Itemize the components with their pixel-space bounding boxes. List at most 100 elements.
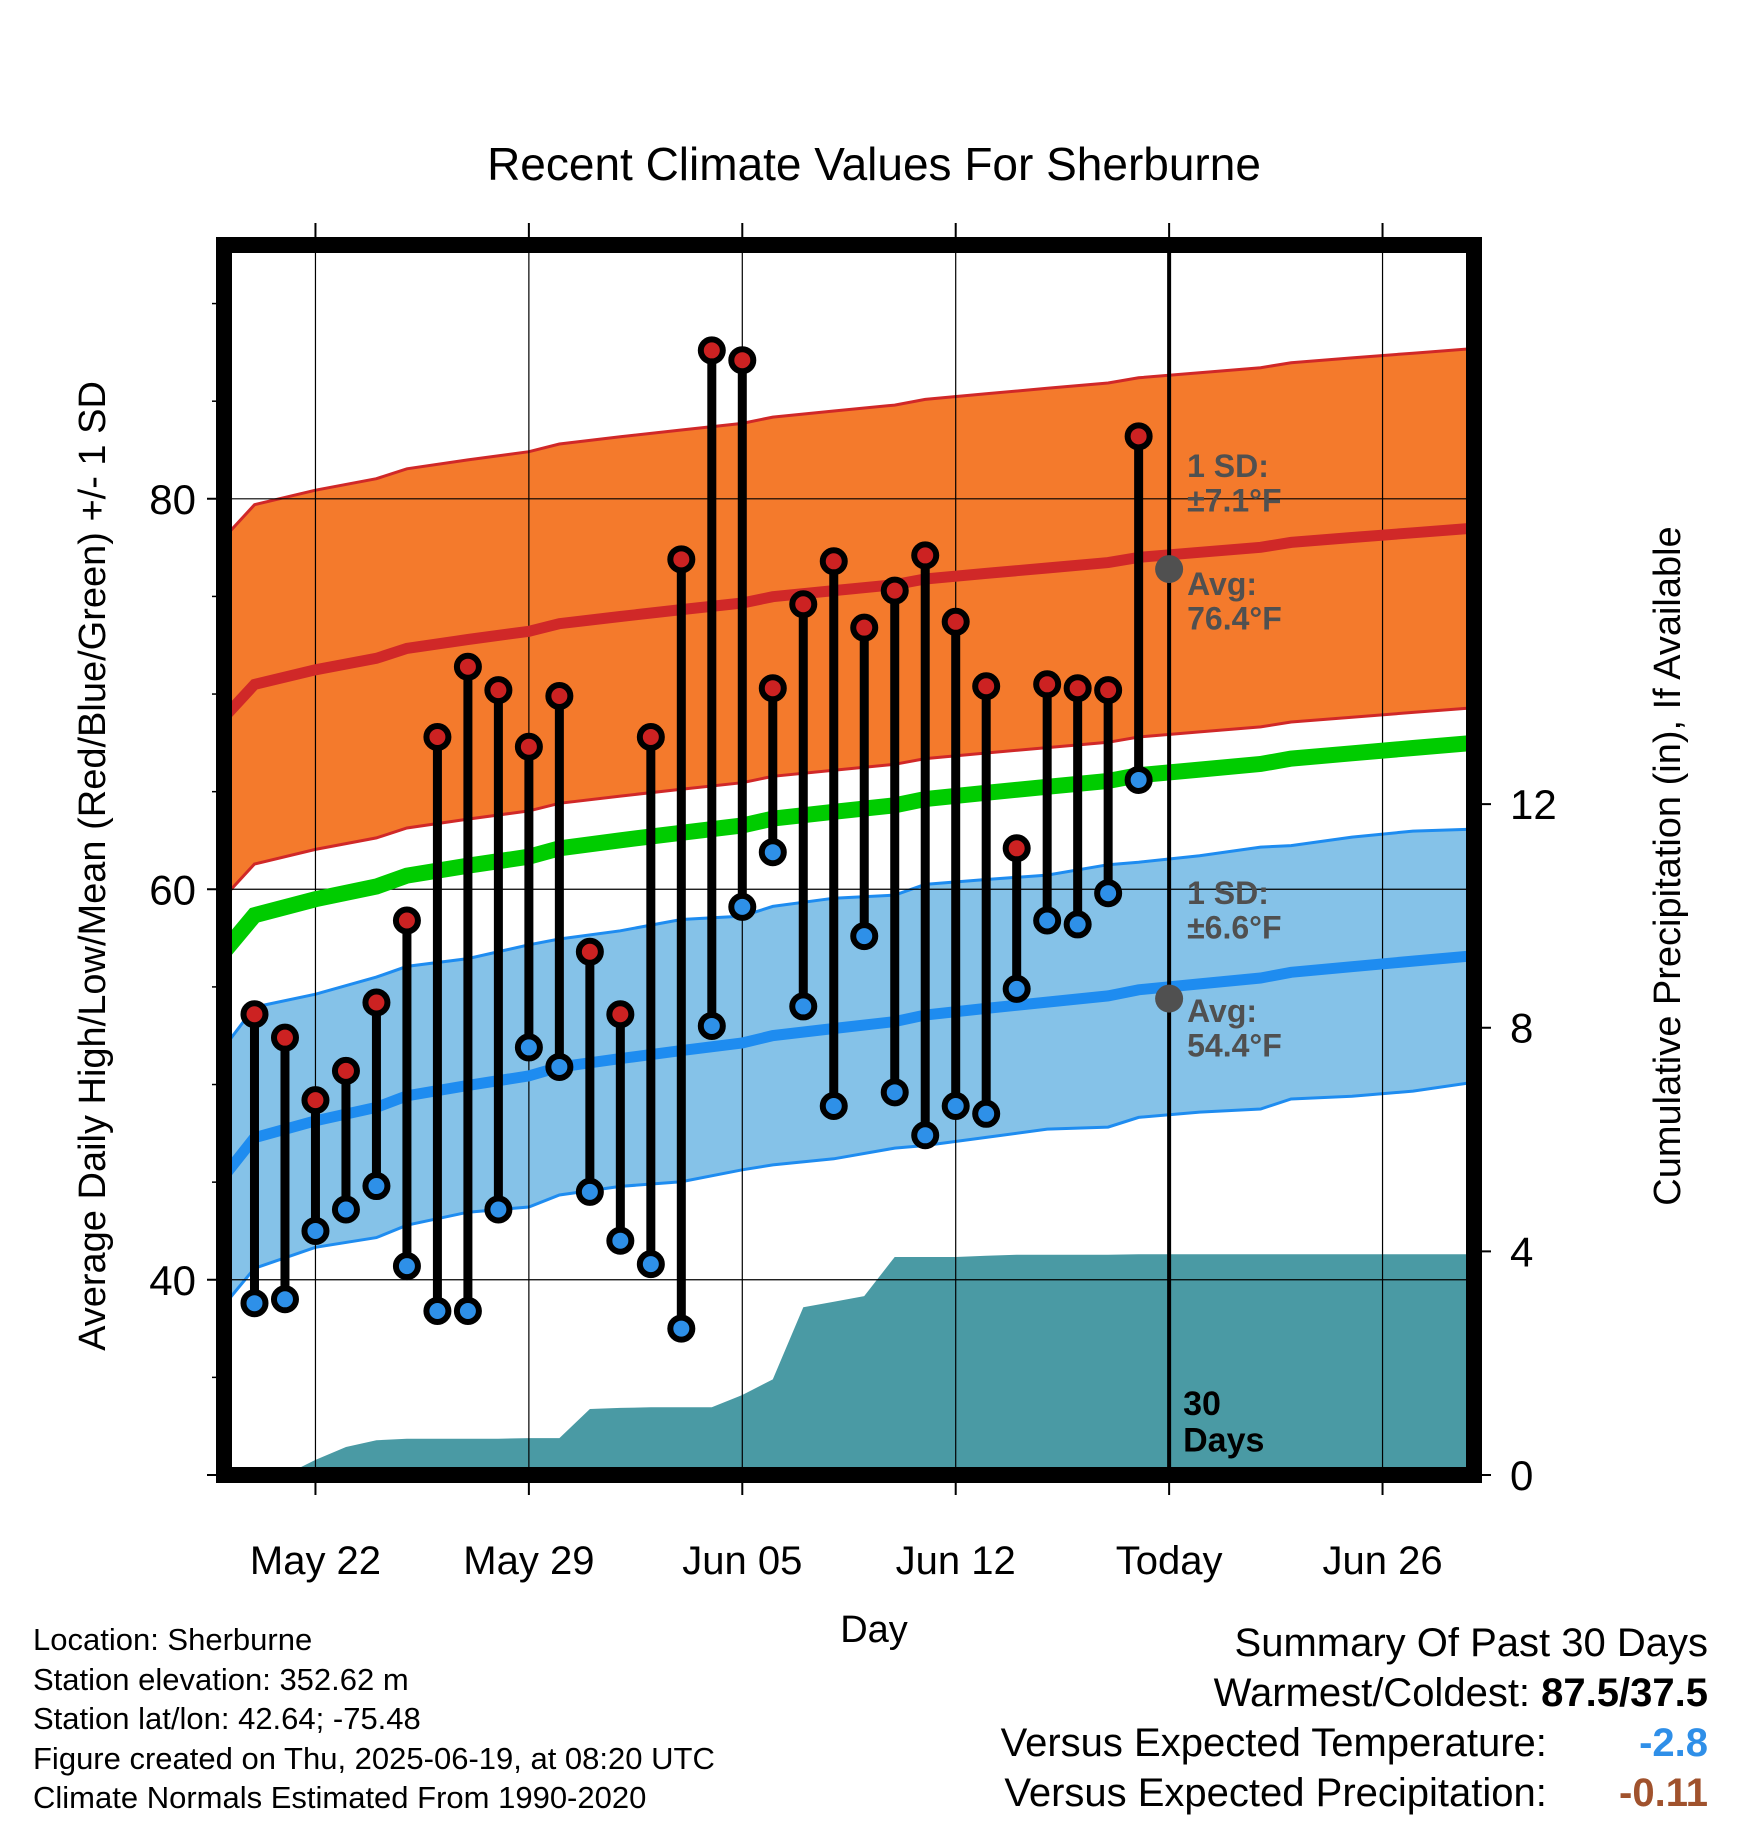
chart-title: Recent Climate Values For Sherburne <box>487 138 1261 190</box>
low-temp-point <box>575 1177 604 1206</box>
high-temp-point <box>1094 676 1123 705</box>
low-temp-point <box>1124 765 1153 794</box>
high-temp-point <box>1002 834 1031 863</box>
low-temp-point <box>850 922 879 951</box>
high-temp-point <box>545 682 574 710</box>
low-temp-point <box>819 1092 848 1120</box>
y-tick-label: 80 <box>149 476 196 523</box>
location-text: Location: Sherburne <box>33 1622 313 1657</box>
low-temp-point <box>484 1195 513 1224</box>
low-temp-point <box>758 838 787 867</box>
high-temp-point <box>880 576 909 605</box>
y2-tick-label: 8 <box>1510 1005 1533 1052</box>
high-temp-point <box>484 676 513 705</box>
low-temp-point <box>606 1226 635 1255</box>
temp-label: Versus Expected Temperature: <box>1000 1721 1547 1765</box>
high-temp-point <box>911 541 940 570</box>
high-temp-point <box>606 1000 635 1029</box>
x-axis-label: Day <box>840 1609 908 1651</box>
low-temp-point <box>331 1195 360 1224</box>
high-temp-point <box>1124 422 1153 451</box>
high-temp-point <box>331 1056 360 1085</box>
low-temp-point <box>1063 910 1092 939</box>
x-tick-label: May 29 <box>463 1539 594 1583</box>
today-high-avg-marker <box>1155 555 1184 584</box>
low-sd-annotation: 1 SD: ±6.6°F <box>1187 875 1281 946</box>
high-temp-point <box>850 613 879 642</box>
high-temp-point <box>789 590 818 619</box>
low-temp-point <box>941 1092 970 1120</box>
temp-value: -2.8 <box>1639 1721 1708 1765</box>
low-temp-point <box>697 1011 726 1040</box>
y2-axis-label: Cumulative Precipitation (in), If Availa… <box>1647 526 1689 1205</box>
x-tick-label: Jun 05 <box>682 1539 802 1583</box>
low-temp-point <box>911 1121 940 1150</box>
summary-temp: Versus Expected Temperature: -2.8 <box>1001 1718 1708 1768</box>
today-window-label: 30 Days <box>1183 1385 1264 1460</box>
low-sd-band <box>224 827 1474 1308</box>
high-temp-point <box>392 906 421 935</box>
latlon-text: Station lat/lon: 42.64; -75.48 <box>33 1701 421 1736</box>
y-axis-label: Average Daily High/Low/Mean (Red/Blue/Gr… <box>72 381 114 1351</box>
high-temp-point <box>819 547 848 576</box>
x-tick-label: Jun 12 <box>896 1539 1016 1583</box>
low-temp-point <box>636 1250 665 1279</box>
low-temp-point <box>545 1052 574 1081</box>
high-temp-point <box>453 652 482 681</box>
y2-tick-label: 4 <box>1510 1228 1533 1275</box>
low-temp-point <box>392 1252 421 1281</box>
low-temp-point <box>453 1297 482 1325</box>
plot-area: 1 SD: ±7.1°F Avg: 76.4°F 1 SD: ±6.6°F Avg: 54.4… <box>149 223 1557 1583</box>
high-temp-point <box>636 723 665 751</box>
high-temp-point <box>1033 670 1062 699</box>
high-temp-point <box>972 672 1001 701</box>
elevation-text: Station elevation: 352.62 m <box>33 1661 409 1697</box>
high-temp-point <box>240 1000 269 1029</box>
low-temp-point <box>789 992 818 1021</box>
summary-warm-cold: Warmest/Coldest: 87.5/37.5 <box>1001 1668 1708 1718</box>
precip-value: -0.11 <box>1619 1771 1708 1815</box>
summary-title: Summary Of Past 30 Days <box>1234 1621 1708 1665</box>
high-temp-point <box>941 607 970 636</box>
precip-label: Versus Expected Precipitation: <box>1004 1771 1547 1815</box>
high-temp-point <box>301 1086 330 1115</box>
high-temp-point <box>728 346 757 375</box>
warm-cold-value: 87.5/37.5 <box>1541 1671 1708 1715</box>
high-sd-band <box>224 346 1474 900</box>
summary-panel: Summary Of Past 30 Days Warmest/Coldest:… <box>1001 1618 1708 1818</box>
normals-text: Climate Normals Estimated From 1990-2020 <box>33 1780 647 1815</box>
low-temp-point <box>1002 974 1031 1003</box>
low-temp-point <box>728 892 757 921</box>
low-temp-point <box>1033 906 1062 935</box>
high-temp-point <box>270 1023 299 1052</box>
low-temp-point <box>667 1314 696 1343</box>
low-temp-point <box>972 1099 1001 1128</box>
high-sd-annotation: 1 SD: ±7.1°F <box>1187 448 1281 519</box>
x-tick-label: Jun 26 <box>1322 1539 1442 1583</box>
y-tick-label: 40 <box>149 1257 196 1304</box>
high-avg-annotation: Avg: 76.4°F <box>1187 566 1282 637</box>
warm-cold-label: Warmest/Coldest: <box>1213 1671 1531 1715</box>
high-temp-point <box>575 937 604 966</box>
plot-content <box>224 245 1474 1475</box>
high-temp-point <box>1063 674 1092 703</box>
low-temp-point <box>423 1297 452 1325</box>
low-temp-point <box>880 1078 909 1107</box>
high-temp-point <box>514 732 543 761</box>
high-temp-point <box>697 336 726 365</box>
today-low-avg-marker <box>1155 984 1184 1013</box>
low-temp-point <box>362 1172 391 1201</box>
plot-frame <box>216 237 1482 1483</box>
x-tick-label: May 22 <box>250 1539 381 1583</box>
high-temp-point <box>423 723 452 751</box>
low-temp-point <box>1094 879 1123 908</box>
high-temp-point <box>362 988 391 1017</box>
high-temp-point <box>667 545 696 574</box>
low-avg-annotation: Avg: 54.4°F <box>1187 993 1282 1064</box>
station-info: Location: Sherburne Station elevation: 3… <box>33 1620 715 1818</box>
summary-precip: Versus Expected Precipitation: -0.11 <box>1001 1768 1708 1818</box>
high-temp-point <box>758 674 787 703</box>
low-temp-point <box>514 1033 543 1062</box>
low-temp-point <box>301 1216 330 1245</box>
